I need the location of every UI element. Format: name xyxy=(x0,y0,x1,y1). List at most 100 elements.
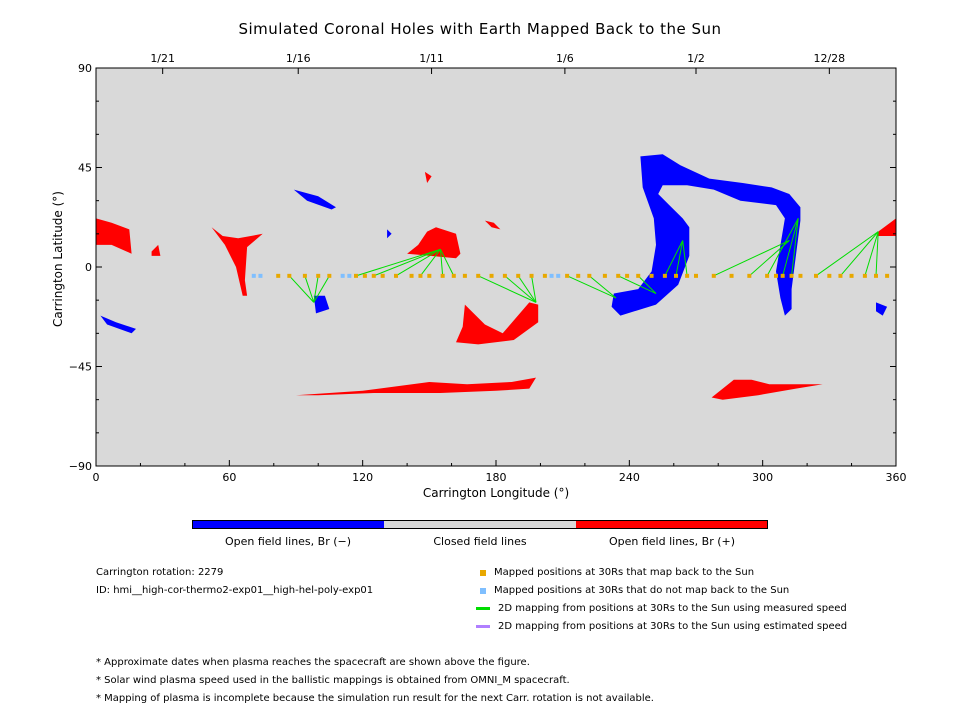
mapping-line-10 xyxy=(478,275,537,303)
colorbar-closed xyxy=(384,521,576,528)
coronal-hole-positive-0 xyxy=(96,218,132,254)
mapped-point-20 xyxy=(529,273,534,278)
legend-measured-line xyxy=(476,607,490,610)
colorbar-label-negative: Open field lines, Br (−) xyxy=(224,535,352,548)
coronal-hole-negative-14 xyxy=(611,154,801,316)
date-tick-label-0: 1/21 xyxy=(150,52,175,65)
mapped-point-18 xyxy=(502,273,507,278)
mapping-line-6 xyxy=(395,248,441,277)
legend-measured: 2D mapping from positions at 30Rs to the… xyxy=(476,603,847,614)
legend-unmapped-label: Mapped positions at 30Rs that do not map… xyxy=(494,585,790,596)
mapped-point-45 xyxy=(849,273,854,278)
mapping-line-16 xyxy=(618,275,657,294)
mapped-point-47 xyxy=(874,273,878,278)
mapping-line-21 xyxy=(713,240,790,277)
unmapped-point-4 xyxy=(549,273,554,278)
mapping-line-5 xyxy=(373,248,441,277)
mapping-line-1 xyxy=(304,275,315,303)
mapped-point-34 xyxy=(711,273,716,278)
legend-measured-label: 2D mapping from positions at 30Rs to the… xyxy=(498,603,847,614)
mapped-point-9 xyxy=(394,273,398,278)
mapping-line-26 xyxy=(815,231,879,277)
mapping-line-28 xyxy=(864,231,879,276)
mapped-point-10 xyxy=(409,273,414,278)
coronal-hole-positive-4 xyxy=(407,227,461,259)
mapped-point-38 xyxy=(774,273,778,278)
y-tick-label-3: −45 xyxy=(69,361,92,374)
mapped-point-30 xyxy=(662,273,667,278)
coronal-hole-positive-5 xyxy=(424,171,432,183)
coronal-hole-positive-6 xyxy=(484,220,501,230)
x-tick-label-1: 60 xyxy=(222,471,236,484)
legend-estimated: 2D mapping from positions at 30Rs to the… xyxy=(476,621,847,632)
mapped-point-3 xyxy=(316,273,321,278)
mapping-line-8 xyxy=(439,249,444,276)
mapped-point-39 xyxy=(780,273,785,278)
note-incomplete: * Mapping of plasma is incomplete becaus… xyxy=(96,693,654,704)
mapped-point-28 xyxy=(636,273,641,278)
unmapped-point-3 xyxy=(347,273,352,278)
colorbar-positive xyxy=(575,521,767,528)
mapped-point-36 xyxy=(747,273,752,278)
mapped-point-31 xyxy=(674,273,678,278)
mapping-line-29 xyxy=(875,231,879,276)
mapped-point-29 xyxy=(649,273,654,278)
coronal-hole-negative-13 xyxy=(387,229,392,239)
mapped-point-15 xyxy=(462,273,467,278)
mapping-line-20 xyxy=(682,240,688,276)
mapped-point-27 xyxy=(625,273,630,278)
colorbar xyxy=(192,520,768,529)
coronal-hole-positive-7 xyxy=(456,302,539,345)
legend-estimated-line xyxy=(476,625,490,628)
coronal-hole-negative-12 xyxy=(293,189,336,210)
carrington-rotation: Carrington rotation: 2279 xyxy=(96,567,224,578)
mapped-point-17 xyxy=(489,273,494,278)
mapping-line-14 xyxy=(566,275,617,299)
coronal-hole-positive-1 xyxy=(878,218,896,236)
mapping-line-25 xyxy=(791,218,799,276)
mapping-line-15 xyxy=(589,275,617,299)
coronal-hole-negative-10 xyxy=(100,315,136,334)
mapped-point-11 xyxy=(418,273,423,278)
mapped-point-7 xyxy=(371,273,376,278)
x-tick-label-4: 240 xyxy=(619,471,640,484)
x-tick-label-2: 120 xyxy=(352,471,373,484)
date-tick-label-2: 1/11 xyxy=(419,52,444,65)
mapping-line-18 xyxy=(664,240,684,277)
x-tick-label-5: 300 xyxy=(752,471,773,484)
mapping-line-3 xyxy=(313,275,330,303)
mapping-line-13 xyxy=(531,275,537,303)
mapping-line-12 xyxy=(517,275,537,303)
mapped-point-5 xyxy=(354,273,358,278)
mapped-point-8 xyxy=(380,273,385,278)
mapped-point-6 xyxy=(362,273,367,278)
mapping-line-24 xyxy=(782,218,799,276)
y-tick-label-4: −90 xyxy=(69,460,92,473)
date-tick-label-4: 1/2 xyxy=(687,52,705,65)
mapped-point-26 xyxy=(616,273,621,278)
y-axis-label: Carrington Latitude (°) xyxy=(51,191,65,327)
mapped-point-46 xyxy=(862,273,867,278)
legend-mapped-label: Mapped positions at 30Rs that map back t… xyxy=(494,567,755,578)
y-tick-label-2: 0 xyxy=(85,261,92,274)
note-speed: * Solar wind plasma speed used in the ba… xyxy=(96,675,570,686)
mapping-line-0 xyxy=(288,275,315,303)
mapped-point-33 xyxy=(694,273,698,278)
mapped-point-44 xyxy=(838,273,843,278)
mapping-line-2 xyxy=(313,275,319,303)
plot-background xyxy=(96,68,896,466)
date-tick-label-1: 1/16 xyxy=(286,52,311,65)
unmapped-point-1 xyxy=(258,273,263,278)
coronal-hole-positive-3 xyxy=(211,227,263,296)
mapped-point-24 xyxy=(587,273,592,278)
mapping-line-9 xyxy=(439,249,455,277)
coronal-hole-negative-15 xyxy=(876,302,888,316)
mapped-point-16 xyxy=(476,273,481,278)
mapped-point-37 xyxy=(765,273,770,278)
legend-unmapped: Mapped positions at 30Rs that do not map… xyxy=(480,585,789,596)
mapping-line-7 xyxy=(420,249,441,277)
run-id: ID: hmi__high-cor-thermo2-exp01__high-he… xyxy=(96,585,374,596)
x-tick-label-6: 360 xyxy=(886,471,907,484)
mapped-point-4 xyxy=(327,273,332,278)
